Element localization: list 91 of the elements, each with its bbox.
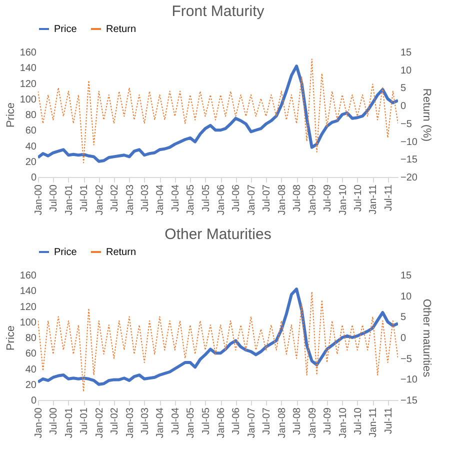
x-tick-label: Jul-03 <box>140 184 151 212</box>
y2-tick-label: 0 <box>400 101 406 112</box>
y2-tick-label: 15 <box>400 270 412 282</box>
x-tick-label: Jan-03 <box>124 407 136 438</box>
y-tick-label: 60 <box>25 126 37 137</box>
y2-tick-label: 5 <box>400 83 406 94</box>
y2-tick-label: 10 <box>400 65 412 76</box>
x-tick-label: Jan-02 <box>94 184 106 216</box>
y-tick-label: 20 <box>25 156 37 168</box>
y-tick-label: 140 <box>20 63 37 74</box>
x-tick-label: Jul-08 <box>292 407 304 435</box>
x-tick-label: Jan-05 <box>186 184 197 216</box>
x-tick-label: Jul-06 <box>231 407 242 435</box>
x-tick-label: Jul-00 <box>48 407 60 435</box>
x-tick-label: Jul-05 <box>200 407 212 435</box>
y-axis-title: Price <box>4 102 17 128</box>
y-tick-label: 80 <box>25 110 37 121</box>
y-tick-label: 0 <box>30 172 37 184</box>
x-tick-label: Jul-09 <box>322 407 334 435</box>
y-tick-label: 0 <box>30 396 37 406</box>
y2-tick-label: −10 <box>400 374 418 386</box>
y-tick-label: 40 <box>25 141 37 152</box>
y2-tick-label: 5 <box>400 312 406 324</box>
y2-tick-label: −10 <box>400 136 418 148</box>
x-tick-label: Jul-10 <box>352 184 364 212</box>
x-tick-label: Jul-09 <box>322 184 334 212</box>
y2-tick-label: −20 <box>400 172 418 184</box>
legend-label: Return <box>106 247 136 258</box>
x-tick-label: Jan-03 <box>124 184 136 216</box>
y-tick-label: 140 <box>20 286 37 298</box>
y2-tick-label: −15 <box>400 396 418 406</box>
x-tick-label: Jul-08 <box>292 184 304 212</box>
y-tick-label: 40 <box>25 364 37 376</box>
x-tick-label: Jul-11 <box>383 407 394 434</box>
x-tick-label: Jan-08 <box>276 184 288 216</box>
x-tick-label: Jul-05 <box>200 184 212 212</box>
x-tick-label: Jul-03 <box>140 407 151 435</box>
x-tick-label: Jul-02 <box>109 407 120 435</box>
y-tick-label: 120 <box>20 78 37 90</box>
x-tick-label: Jan-04 <box>155 184 166 216</box>
y2-tick-label: −5 <box>400 354 412 365</box>
legend-label: Return <box>106 24 136 35</box>
y2-tick-label: 15 <box>400 48 412 58</box>
x-tick-label: Jul-06 <box>231 184 242 212</box>
x-tick-label: Jan-01 <box>64 184 75 216</box>
y2-tick-label: 0 <box>400 333 406 344</box>
y2-axis-title: Other maturities <box>420 298 432 378</box>
x-tick-label: Jul-01 <box>79 184 90 212</box>
legend-label: Price <box>54 247 78 258</box>
x-tick-label: Jul-11 <box>383 184 394 211</box>
x-tick-label: Jul-01 <box>79 407 90 435</box>
x-tick-label: Jan-00 <box>34 407 44 438</box>
x-tick-label: Jul-04 <box>170 184 182 212</box>
x-tick-label: Jan-09 <box>307 407 318 438</box>
x-tick-label: Jan-02 <box>94 407 106 438</box>
chart-title: Front Maturity <box>172 3 265 20</box>
y-tick-label: 80 <box>25 333 37 344</box>
y-axis-title: Price <box>4 325 17 351</box>
x-tick-label: Jul-00 <box>48 184 60 212</box>
x-tick-label: Jan-01 <box>64 407 75 438</box>
x-tick-label: Jan-10 <box>338 407 349 438</box>
x-tick-label: Jan-07 <box>246 407 258 438</box>
y2-tick-label: 10 <box>400 291 412 302</box>
x-tick-label: Jan-08 <box>276 407 288 438</box>
x-tick-label: Jul-02 <box>109 184 120 212</box>
chart-title: Other Maturities <box>164 226 272 243</box>
y-tick-label: 160 <box>20 270 37 282</box>
y2-axis-title: Return (%) <box>420 88 432 142</box>
x-tick-label: Jul-07 <box>262 407 273 435</box>
x-tick-label: Jan-05 <box>186 407 197 438</box>
legend-label: Price <box>54 24 78 35</box>
y-tick-label: 100 <box>20 317 37 328</box>
x-tick-label: Jan-07 <box>246 184 258 216</box>
y2-tick-label: −5 <box>400 118 412 130</box>
x-tick-label: Jan-09 <box>307 184 318 216</box>
y2-tick-label: −15 <box>400 154 418 166</box>
x-tick-label: Jan-06 <box>216 184 228 216</box>
x-tick-label: Jul-07 <box>262 184 273 212</box>
y-tick-label: 120 <box>20 302 37 313</box>
x-tick-label: Jan-11 <box>368 407 380 438</box>
x-tick-label: Jul-10 <box>352 407 364 435</box>
y-tick-label: 100 <box>20 94 37 106</box>
x-tick-label: Jan-11 <box>368 184 380 214</box>
x-tick-label: Jan-00 <box>34 184 44 216</box>
x-tick-label: Jul-04 <box>170 407 182 435</box>
x-tick-label: Jan-04 <box>155 407 166 438</box>
y-tick-label: 60 <box>25 348 37 360</box>
y-tick-label: 160 <box>20 48 37 58</box>
x-tick-label: Jan-06 <box>216 407 228 438</box>
y-tick-label: 20 <box>25 380 37 391</box>
x-tick-label: Jan-10 <box>338 184 349 216</box>
